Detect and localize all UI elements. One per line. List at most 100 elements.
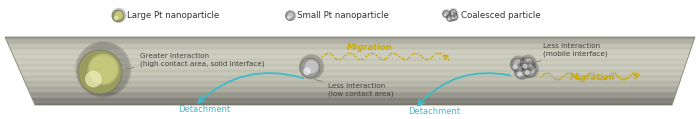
Circle shape (520, 57, 534, 71)
Text: Greater interaction
(high contact area, solid interface): Greater interaction (high contact area, … (126, 53, 265, 69)
Circle shape (513, 64, 518, 70)
Circle shape (114, 16, 118, 20)
Point (370, 54, 382, 56)
Point (633, 73, 644, 75)
Point (381, 57, 392, 59)
Polygon shape (12, 52, 690, 53)
Circle shape (442, 10, 449, 17)
Point (327, 54, 338, 56)
Polygon shape (8, 44, 693, 45)
Polygon shape (26, 84, 679, 85)
Polygon shape (6, 40, 694, 41)
Point (344, 52, 356, 54)
Polygon shape (5, 37, 695, 38)
Point (360, 55, 371, 57)
Point (571, 78, 582, 79)
Point (543, 72, 554, 74)
Polygon shape (20, 71, 683, 72)
Circle shape (287, 16, 290, 19)
Polygon shape (34, 104, 672, 105)
Polygon shape (15, 58, 688, 59)
Circle shape (522, 64, 528, 69)
Point (561, 72, 573, 74)
Point (581, 73, 592, 75)
Circle shape (451, 13, 454, 15)
Point (585, 72, 596, 73)
Circle shape (451, 13, 458, 20)
Point (545, 74, 557, 76)
Polygon shape (20, 70, 684, 71)
Point (605, 72, 616, 74)
Polygon shape (22, 75, 682, 76)
Point (363, 53, 374, 55)
Polygon shape (8, 43, 693, 44)
Circle shape (300, 58, 320, 78)
Point (615, 77, 626, 79)
Polygon shape (29, 91, 677, 92)
Point (435, 52, 446, 54)
Point (391, 53, 402, 55)
Point (626, 72, 638, 74)
Point (559, 73, 570, 75)
Polygon shape (31, 95, 675, 96)
Polygon shape (25, 83, 680, 84)
Point (607, 72, 618, 73)
Polygon shape (27, 86, 678, 87)
Point (589, 74, 600, 76)
Polygon shape (22, 77, 682, 78)
Text: Detachment: Detachment (178, 104, 230, 114)
Polygon shape (32, 99, 674, 100)
Point (342, 52, 354, 54)
Polygon shape (17, 63, 686, 64)
Polygon shape (31, 96, 675, 97)
Text: Less interaction
(mobile interface): Less interaction (mobile interface) (536, 43, 608, 62)
Polygon shape (13, 56, 689, 57)
Point (442, 59, 454, 60)
Polygon shape (22, 74, 682, 75)
Polygon shape (34, 102, 673, 103)
Point (595, 78, 606, 80)
Text: Less interaction
(low contact area): Less interaction (low contact area) (315, 80, 393, 97)
Polygon shape (32, 97, 675, 98)
Point (319, 53, 330, 55)
Point (378, 58, 389, 60)
Point (629, 72, 640, 73)
Point (368, 52, 379, 54)
Point (631, 72, 642, 74)
Point (603, 74, 614, 75)
Polygon shape (15, 60, 687, 61)
Polygon shape (24, 79, 680, 80)
Circle shape (517, 72, 522, 77)
Polygon shape (29, 93, 676, 94)
Point (613, 76, 624, 77)
Polygon shape (6, 39, 694, 40)
Point (619, 78, 630, 80)
Circle shape (112, 10, 124, 22)
Polygon shape (34, 103, 673, 104)
Point (406, 53, 417, 55)
Circle shape (452, 17, 454, 19)
Polygon shape (10, 50, 691, 51)
Polygon shape (28, 90, 677, 91)
Point (396, 57, 407, 59)
Point (340, 54, 351, 56)
Point (609, 72, 620, 74)
Point (335, 58, 346, 60)
Point (538, 73, 549, 75)
Point (332, 58, 343, 60)
Polygon shape (12, 53, 690, 54)
Point (593, 77, 604, 79)
Point (555, 77, 566, 79)
Point (553, 78, 564, 80)
Polygon shape (27, 88, 678, 89)
Text: Large Pt nanoparticle: Large Pt nanoparticle (127, 12, 219, 20)
Point (416, 56, 428, 58)
Point (419, 58, 430, 60)
Point (373, 57, 384, 58)
Polygon shape (33, 100, 673, 101)
Circle shape (525, 70, 530, 75)
Point (358, 58, 369, 60)
Point (440, 57, 451, 59)
Point (552, 79, 563, 80)
Point (375, 58, 386, 60)
